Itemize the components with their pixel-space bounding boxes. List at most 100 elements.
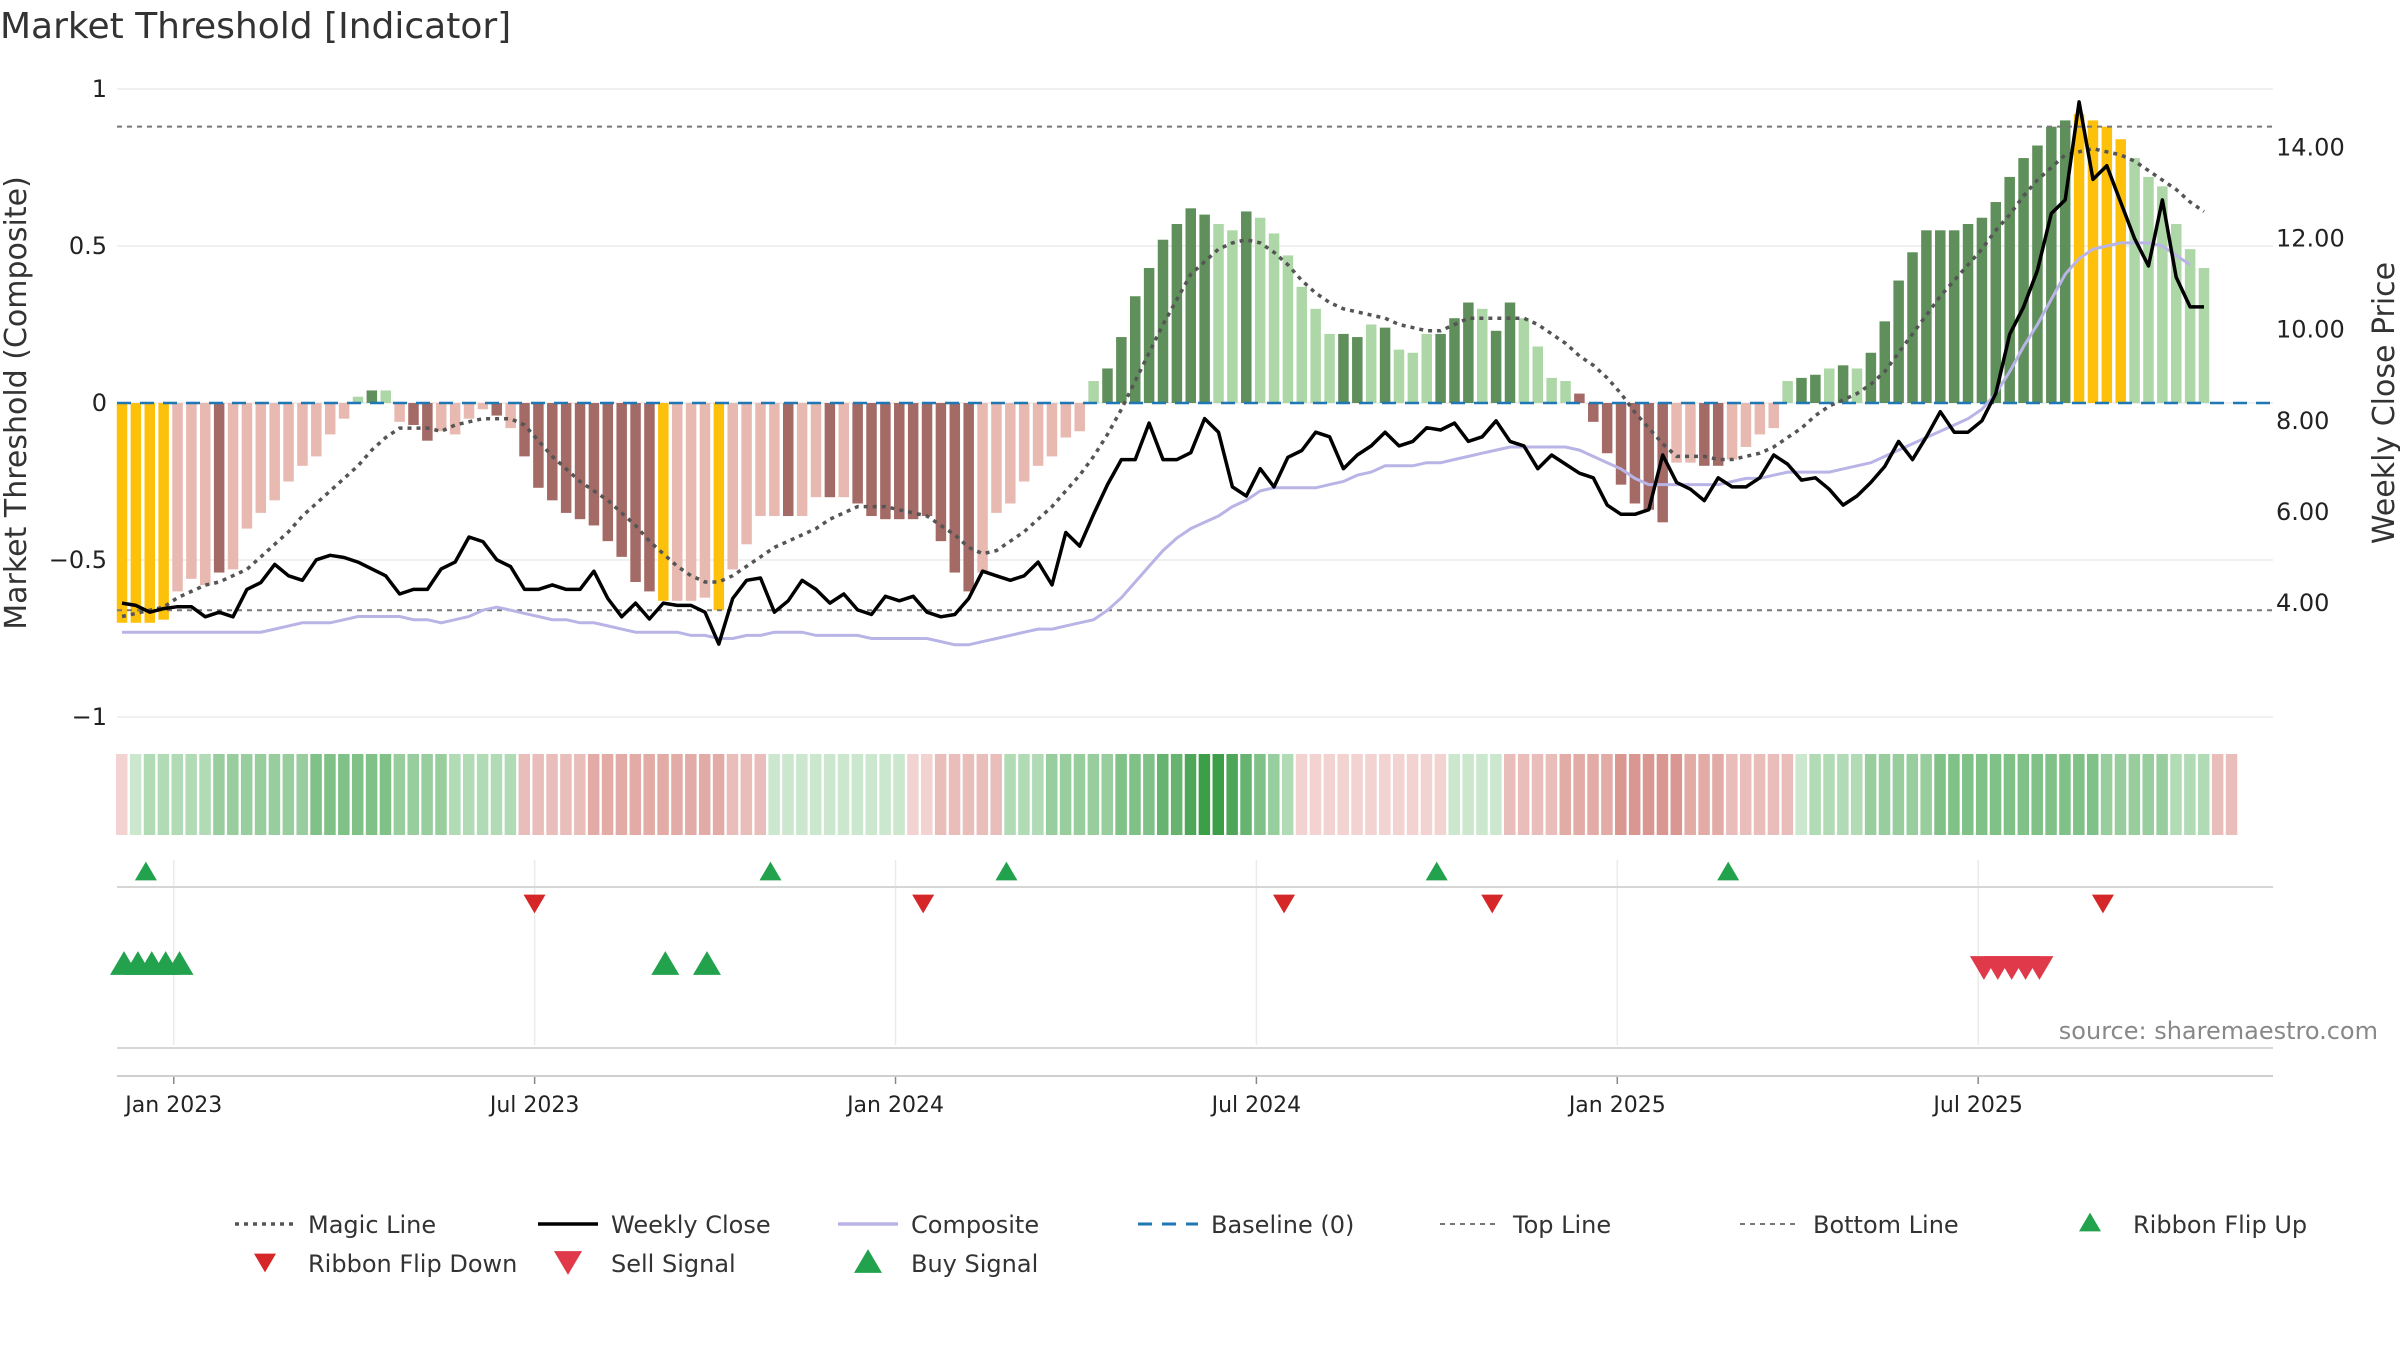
ribbon-cell <box>254 754 267 835</box>
ribbon-cell <box>990 754 1002 835</box>
ribbon-cell <box>2100 754 2113 835</box>
ribbon-cell <box>1490 754 1502 835</box>
ribbon-cell <box>1628 754 1641 835</box>
composite-bar <box>1005 403 1016 504</box>
ribbon-cell <box>823 754 836 835</box>
legend-label: Baseline (0) <box>1211 1211 1354 1239</box>
ribbon-cell <box>171 754 184 835</box>
composite-bar <box>1407 352 1419 403</box>
ribbon-cell <box>1337 754 1349 835</box>
composite-bar <box>1560 381 1571 403</box>
composite-bar <box>574 403 586 520</box>
composite-bar <box>1129 296 1141 403</box>
legend: Magic Line Weekly Close Composite Baseline … <box>235 1211 2307 1278</box>
composite-bar <box>172 403 183 592</box>
composite-bar <box>1199 214 1210 403</box>
composite-bar <box>366 390 378 403</box>
composite-bar <box>408 403 419 425</box>
ribbon-strip <box>116 754 2238 835</box>
ribbon-cell <box>1517 754 1530 835</box>
weekly-close-line <box>121 100 2204 646</box>
ribbon-cell <box>1254 754 1266 835</box>
ribbon-cell <box>893 754 905 835</box>
ribbon-cell <box>2170 754 2182 835</box>
composite-bar <box>1851 368 1863 403</box>
ribbon-cell <box>879 754 891 835</box>
ribbon-cell <box>1587 754 1599 835</box>
composite-bar <box>880 403 891 520</box>
composite-bar <box>1823 368 1835 403</box>
ribbon-cell <box>1295 754 1308 835</box>
buy-signal-marker <box>651 951 680 975</box>
composite-bar <box>200 403 211 586</box>
ribbon-cell <box>476 754 489 835</box>
ribbon-cell <box>1684 754 1696 835</box>
composite-bar <box>1754 403 1766 435</box>
ribbon-cell <box>1698 754 1710 835</box>
composite-bar <box>2087 120 2099 404</box>
composite-bar <box>2198 267 2210 403</box>
ribbon-cell <box>157 754 170 835</box>
ribbon-cell <box>1559 754 1572 835</box>
ribbon-cell <box>310 754 322 835</box>
ribbon-cell <box>1504 754 1516 835</box>
composite-bar <box>1796 377 1807 403</box>
composite-bar <box>2018 158 2029 403</box>
ribbon-cell <box>754 754 766 835</box>
composite-bar <box>394 403 405 422</box>
composite-bar <box>1726 403 1738 460</box>
date-tick-label: Jan 2025 <box>1567 1093 1666 1118</box>
series-lines <box>117 100 2273 647</box>
ribbon-cell <box>712 754 725 835</box>
ribbon-cell <box>435 754 447 835</box>
ribbon-cell <box>1920 754 1932 835</box>
date-tick-label: Jan 2023 <box>123 1093 222 1118</box>
composite-bar <box>1976 217 1988 403</box>
composite-bar <box>1893 280 1904 403</box>
composite-bar <box>644 403 655 592</box>
ribbon-cell <box>1420 754 1433 835</box>
ribbon-cell <box>768 754 780 835</box>
composite-bar <box>921 403 933 517</box>
ribbon-cell <box>1018 754 1030 835</box>
composite-bar <box>1921 230 1932 403</box>
composite-bar <box>1685 403 1696 463</box>
ribbon-cell <box>1392 754 1405 835</box>
composite-bar <box>2101 126 2113 404</box>
ribbon-cell <box>2184 754 2196 835</box>
ribbon-cell <box>1615 754 1627 835</box>
composite-bar <box>297 403 308 466</box>
right-tick-label: 12.00 <box>2276 225 2345 253</box>
ribbon-cell <box>1795 754 1807 835</box>
ribbon-flip-down-marker <box>523 894 546 914</box>
composite-bar <box>658 403 669 601</box>
composite-bar <box>338 403 350 419</box>
composite-bar <box>283 403 294 482</box>
ribbon-cell <box>1198 754 1211 835</box>
legend-label: Bottom Line <box>1813 1211 1959 1239</box>
ribbon-cell <box>657 754 669 835</box>
composite-bar <box>1574 393 1585 403</box>
left-axis-title: Market Threshold (Composite) <box>0 176 34 630</box>
ribbon-cell <box>116 754 128 835</box>
legend-swatch <box>554 1251 582 1275</box>
composite-bar <box>1393 349 1405 403</box>
composite-bar <box>1102 368 1113 403</box>
composite-bar <box>1227 230 1238 403</box>
ribbon-cell <box>213 754 225 835</box>
ribbon-cell <box>1032 754 1044 835</box>
ribbon-cell <box>379 754 392 835</box>
ribbon-flip-up-marker <box>995 861 1018 881</box>
ribbon-cell <box>1906 754 1919 835</box>
composite-bar <box>616 403 627 557</box>
composite-bar <box>1712 403 1724 466</box>
ribbon-cell <box>1975 754 1988 835</box>
ribbon-cell <box>1309 754 1322 835</box>
ribbon-cell <box>615 754 628 835</box>
legend-label: Magic Line <box>308 1211 436 1239</box>
composite-bar <box>2184 249 2196 403</box>
composite-bar <box>2115 139 2126 404</box>
composite-bar <box>727 403 738 570</box>
ribbon-cell <box>1212 754 1225 835</box>
